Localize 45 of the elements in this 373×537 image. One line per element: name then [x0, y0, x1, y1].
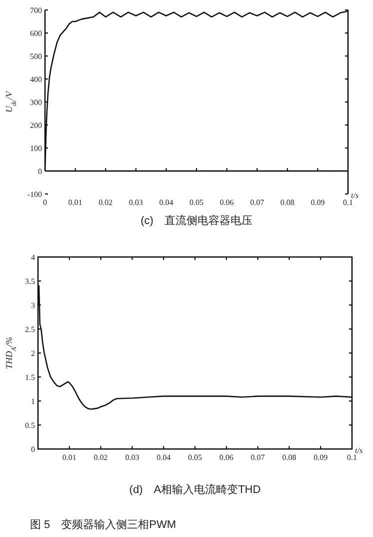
y-tick-label: 200	[30, 121, 42, 130]
x-tick-label: 0.03	[128, 198, 143, 207]
y-tick-label: 100	[30, 144, 42, 153]
x-tick-label: 0.05	[188, 453, 202, 462]
y-tick-label: 2.5	[25, 325, 35, 334]
x-tick-label: 0.1	[347, 453, 357, 462]
text: (d) A相输入电流畸变THD	[129, 483, 261, 496]
y-tick-label: 0	[31, 445, 35, 454]
y-tick-label: 3	[31, 301, 35, 310]
x-tick-label: 0.09	[310, 198, 325, 207]
y-tick-label: 300	[30, 98, 42, 107]
x-tick-label: 0.04	[156, 453, 171, 462]
x-tick-label: 0.01	[62, 453, 76, 462]
x-tick-label: 0.01	[68, 198, 82, 207]
y-tick-label: 500	[30, 52, 42, 61]
y-tick-label: 600	[30, 29, 42, 38]
caption: 图 5 变频器输入侧三相PWM	[30, 518, 176, 531]
x-tick-label: 0.05	[190, 198, 204, 207]
y-tick-label: -100	[27, 190, 42, 199]
x-axis-title: t/s	[351, 191, 359, 200]
x-tick-label: 0.1	[343, 198, 353, 207]
x-tick-label: 0.07	[250, 453, 265, 462]
y-tick-label: 3.5	[25, 277, 35, 286]
x-axis-title: t/s	[355, 446, 363, 455]
x-tick-label: 0.03	[125, 453, 140, 462]
y-tick-label: 700	[30, 6, 42, 15]
text: (c) 直流侧电容器电压	[140, 214, 252, 227]
x-tick-label: 0.02	[98, 198, 113, 207]
y-tick-label: 0.5	[25, 421, 35, 430]
x-tick-label: 0.08	[282, 453, 296, 462]
y-tick-label: 1.5	[25, 373, 35, 382]
y-tick-label: 1	[31, 397, 35, 406]
y-tick-label: 0	[38, 167, 42, 176]
x-tick-label: 0.04	[159, 198, 174, 207]
x-tick-label: 0.07	[250, 198, 264, 207]
x-tick-label: 0.09	[314, 453, 328, 462]
x-tick-label: 0.02	[94, 453, 108, 462]
line-series	[44, 10, 349, 172]
x-tick-label: 0.06	[219, 453, 234, 462]
y-tick-label: 2	[31, 349, 35, 358]
x-tick-label: 0.08	[280, 198, 294, 207]
line-series	[37, 285, 353, 410]
y-tick-label: 4	[31, 253, 35, 262]
x-tick-label: 0.06	[220, 198, 234, 207]
y-tick-label: 400	[30, 75, 42, 84]
